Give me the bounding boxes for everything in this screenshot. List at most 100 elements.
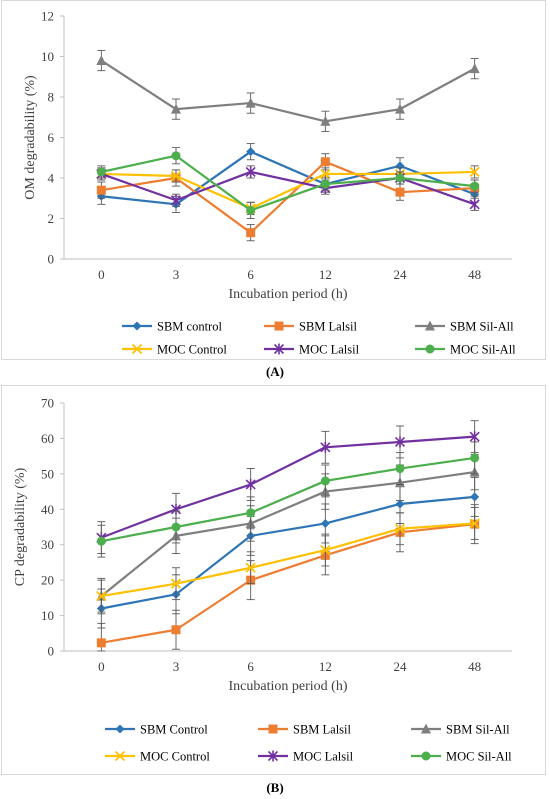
legend-item: MOC Sil-All [411,750,512,764]
data-point [246,205,256,215]
data-point [395,103,405,114]
legend-marker [132,321,142,331]
x-tick-label: 0 [98,659,105,674]
data-point-stroke [469,518,480,529]
series-line [100,59,476,123]
chart-b-caption: (B) [266,780,284,795]
data-point [395,187,405,197]
x-tick-label: 6 [247,659,254,674]
data-point [469,166,480,178]
y-tick-label: 10 [41,49,54,64]
chart-panel-a: 0 2 4 6 8 10 12 0 3 6 12 24 48 Incubation period (h) O… [1,0,546,360]
data-point [245,478,256,490]
data-point [96,167,106,177]
legend-label: MOC Control [157,343,227,357]
data-point-stroke [469,166,480,178]
series-line [101,456,475,543]
y-tick-label: 12 [41,9,54,24]
legend-marker [114,750,126,762]
data-point [320,476,330,486]
data-point [96,185,106,195]
series-sbm-sil-all [96,49,480,132]
data-point [171,522,181,532]
data-point [394,436,406,448]
data-point [170,170,182,182]
y-axis-label: CP degradability (%) [13,467,28,586]
data-point [320,179,330,189]
x-tick-label: 6 [247,267,254,282]
data-point [320,544,331,556]
x-tick-label: 24 [394,659,408,674]
x-axis-label: Incubation period (h) [229,287,348,302]
data-point [245,97,256,108]
x-tick-label: 3 [173,659,180,674]
data-point [245,562,256,573]
legend-item: MOC Lalsil [264,343,360,357]
series-moc-sil-all [96,147,480,219]
data-point [171,625,181,635]
legend-marker [421,723,431,734]
series-line [101,522,475,598]
series-line [101,495,475,610]
legend-item: MOC Lalsil [258,750,354,764]
x-tick-label: 3 [173,267,180,282]
x-tick-label: 48 [468,659,481,674]
data-point-stroke [245,562,256,573]
data-point [394,523,406,534]
data-point [470,453,480,463]
legend-label: SBM control [157,320,222,334]
data-point [246,147,256,157]
legend-label: SBM Sil-All [446,723,510,737]
data-point [96,536,106,546]
data-point-stroke [320,544,331,556]
y-tick-label: 8 [48,90,55,105]
y-tick-label: 10 [41,608,54,623]
series-moc-sil-all [96,441,480,558]
data-point [170,578,182,589]
data-point [320,157,330,167]
chart-b-svg: 0 10 20 30 40 50 60 70 0 3 6 12 24 48 Incubation perio… [13,396,512,764]
legend-marker [421,751,431,761]
series-line [101,170,475,210]
data-point [320,168,331,180]
y-tick-label: 0 [48,252,55,267]
y-tick-label: 70 [41,396,54,411]
legend-item: SBM Control [105,723,208,737]
legend-item: MOC Control [105,750,210,764]
data-point-stroke [394,523,406,534]
legend-marker [267,750,279,762]
series-line [101,523,475,644]
chart-a-caption: (A) [265,364,285,379]
legend-item: MOC Sil-All [415,343,516,357]
legend-marker [274,321,284,331]
series-line [101,150,476,206]
data-point [469,63,480,74]
legend-label: MOC Lalsil [299,343,360,357]
y-tick-label: 60 [41,431,54,446]
legend-marker [131,343,143,355]
legend-marker-stroke [131,343,143,355]
data-point-stroke [320,168,331,180]
y-tick-label: 0 [48,644,55,659]
legend-marker [425,344,435,354]
y-tick-label: 30 [41,537,54,552]
legend-item: SBM Sil-All [415,320,514,334]
series-line [100,470,475,597]
data-point [470,492,480,502]
legend-label: SBM Lalsil [299,320,358,334]
y-tick-label: 40 [41,502,54,517]
data-point [171,103,181,114]
x-axis-label: Incubation period (h) [229,679,348,694]
series-line [100,435,475,539]
legend-label: SBM Sil-All [450,320,514,334]
series-moc-control [96,507,480,613]
x-tick-label: 48 [468,267,481,282]
data-point-stroke [170,578,182,589]
legend-item: SBM control [122,320,222,334]
y-tick-label: 2 [48,211,55,226]
series-line [101,154,475,212]
y-axis-label: OM degradability (%) [23,75,38,200]
series-sbm-control [96,143,480,213]
data-point [320,115,331,126]
